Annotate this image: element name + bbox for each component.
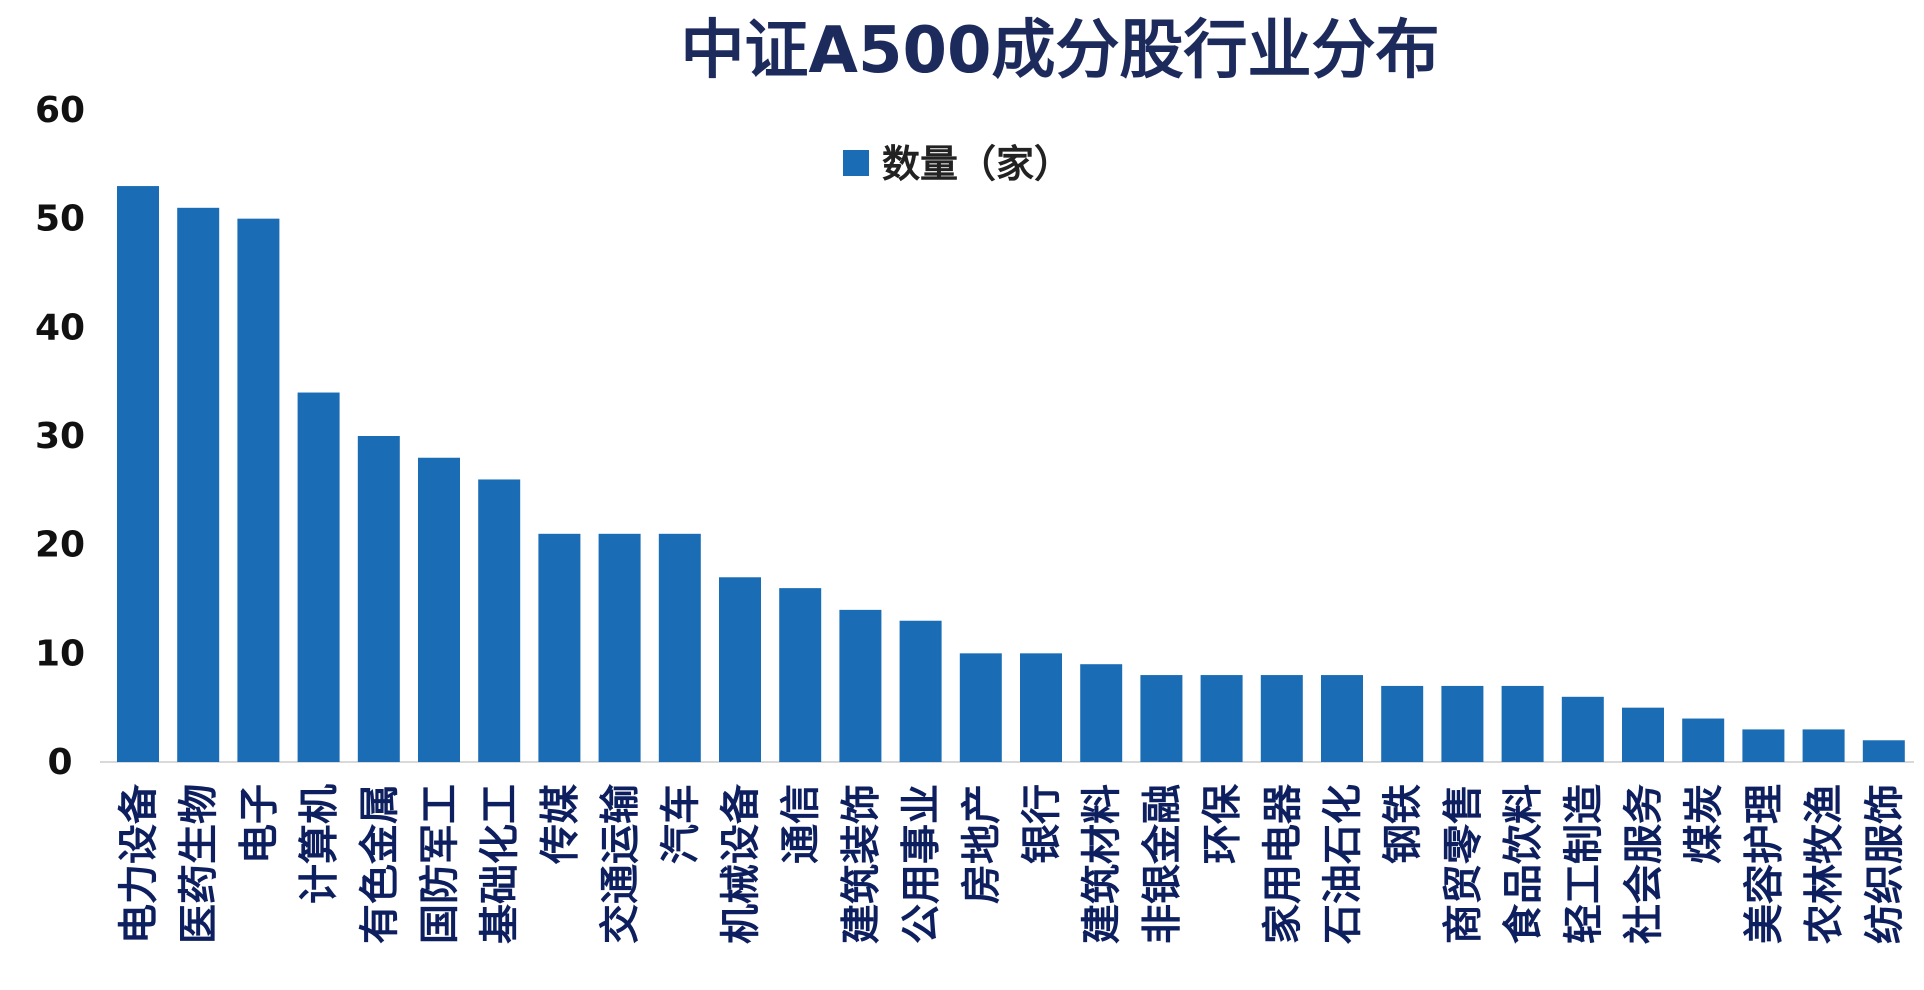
y-tick-label: 0 — [47, 742, 72, 783]
y-tick-label: 10 — [35, 633, 85, 674]
bar — [598, 533, 641, 762]
x-tick-label: 美容护理 — [1741, 784, 1787, 944]
y-tick-label: 20 — [35, 525, 85, 566]
y-tick-label: 50 — [35, 199, 85, 240]
x-tick-label: 房地产 — [959, 784, 1005, 904]
x-tick-label: 环保 — [1200, 783, 1246, 864]
bar — [1682, 718, 1725, 762]
x-tick-label: 电子 — [236, 784, 282, 864]
bar — [237, 218, 280, 762]
bar — [658, 533, 701, 762]
x-tick-label: 医药生物 — [176, 784, 222, 944]
x-tick-label: 农林牧渔 — [1802, 784, 1848, 944]
bar — [1561, 696, 1604, 762]
bar — [297, 392, 340, 762]
bar — [779, 588, 822, 762]
x-tick-label: 纺织服饰 — [1862, 784, 1908, 944]
x-tick-label: 基础化工 — [477, 784, 523, 944]
x-tick-label: 家用电器 — [1260, 783, 1306, 944]
bar — [1441, 685, 1484, 762]
y-tick-label: 40 — [35, 307, 85, 348]
x-tick-label: 社会服务 — [1621, 784, 1667, 944]
x-tick-label: 机械设备 — [718, 783, 764, 944]
x-tick-label: 有色金属 — [357, 784, 403, 944]
bar — [177, 207, 220, 763]
x-tick-label: 轻工制造 — [1561, 784, 1607, 944]
x-tick-label: 煤炭 — [1681, 784, 1727, 864]
bar — [1080, 664, 1123, 762]
x-tick-label: 非银金融 — [1139, 784, 1185, 944]
x-tick-label: 商贸零售 — [1440, 784, 1486, 944]
legend: 数量（家） — [843, 142, 1072, 186]
x-tick-label: 汽车 — [658, 784, 704, 864]
x-tick-label: 计算机 — [297, 784, 343, 904]
x-axis-ticks: 电力设备 医药生物 电子 计算机 有色金属 国防军工 基础化工 传媒 交通运输 汽车 机械设备 通信建… — [116, 783, 1908, 944]
bar — [357, 436, 400, 762]
bar — [839, 609, 882, 762]
y-tick-label: 30 — [35, 416, 85, 457]
chart-title: 中证A500成分股行业分布 — [680, 14, 1439, 88]
x-tick-label: 电力设备 — [116, 783, 162, 944]
bar — [1381, 685, 1424, 762]
x-tick-label: 建筑装饰 — [838, 784, 884, 944]
bar — [1020, 653, 1062, 762]
x-tick-label: 钢铁 — [1380, 784, 1426, 864]
bar — [538, 533, 581, 762]
bar — [1140, 675, 1183, 762]
bar — [1742, 729, 1785, 762]
bar — [1862, 740, 1905, 762]
bar — [959, 653, 1002, 762]
bar — [478, 479, 521, 762]
y-axis-ticks: 0 10 20 30 40 50 60 — [35, 90, 85, 783]
x-tick-label: 银行 — [1019, 784, 1065, 864]
bar — [899, 620, 942, 762]
bar — [418, 457, 460, 762]
bar — [719, 577, 761, 762]
x-tick-label: 石油石化 — [1320, 784, 1366, 944]
legend-swatch — [843, 150, 869, 176]
x-tick-label: 传媒 — [537, 783, 583, 865]
bar — [1260, 675, 1303, 762]
x-tick-label: 交通运输 — [598, 783, 644, 944]
bars — [117, 186, 1905, 763]
bar — [1200, 675, 1243, 762]
x-tick-label: 通信 — [778, 784, 824, 864]
y-tick-label: 60 — [35, 90, 85, 131]
x-tick-label: 建筑材料 — [1079, 784, 1125, 944]
bar — [1622, 707, 1664, 762]
bar — [117, 186, 159, 763]
bar — [1501, 685, 1544, 762]
x-tick-label: 国防军工 — [417, 784, 463, 944]
x-tick-label: 食品饮料 — [1501, 784, 1547, 944]
x-tick-label: 公用事业 — [899, 784, 945, 944]
legend-label: 数量（家） — [882, 142, 1072, 186]
bar — [1802, 729, 1845, 762]
bar — [1321, 675, 1363, 762]
